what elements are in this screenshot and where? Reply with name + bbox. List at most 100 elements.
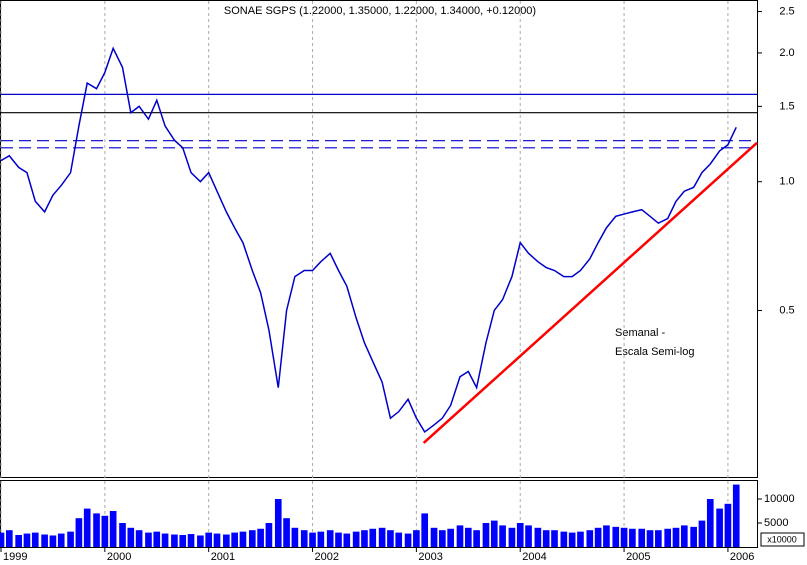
volume-bar (343, 533, 351, 547)
volume-tick-label: 5000 (764, 517, 788, 529)
volume-bar (664, 528, 672, 547)
volume-bar (378, 527, 386, 547)
price-line (0, 46, 737, 434)
volume-bar (620, 527, 628, 547)
y-tick-label: 2.0 (779, 47, 794, 59)
volume-bar (603, 525, 610, 547)
volume-bar (119, 523, 126, 547)
volume-bar (508, 527, 516, 547)
volume-bar (67, 531, 74, 547)
volume-bar (291, 527, 299, 547)
volume-bar (404, 533, 412, 547)
volume-bar (205, 532, 213, 547)
volume-bar (516, 523, 524, 547)
volume-bar (213, 533, 221, 547)
volume-bar (490, 520, 498, 547)
volume-bar (135, 530, 143, 547)
volume-bar (223, 534, 230, 547)
volume-bar (300, 530, 308, 547)
x-tick-label: 1999 (3, 551, 27, 563)
volume-bar (732, 484, 740, 547)
volume-bar (456, 525, 464, 547)
volume-bar (283, 518, 290, 547)
volume-bar (161, 533, 169, 547)
y-tick-label: 1.0 (779, 176, 794, 188)
volume-bar (41, 534, 48, 547)
volume-bar (187, 534, 195, 547)
volume-bar (447, 528, 454, 547)
volume-bar (421, 513, 429, 547)
volume-bar (672, 527, 680, 547)
chart-title: SONAE SGPS (1.22000, 1.35000, 1.22000, 1… (224, 5, 536, 17)
x-tick-label: 2001 (211, 551, 235, 563)
volume-bar (352, 531, 360, 547)
volume-bar (568, 532, 576, 547)
volume-bar (534, 527, 542, 547)
unit-box (760, 532, 805, 547)
volume-bar (594, 527, 602, 547)
annotation: Escala Semi-log (615, 346, 694, 358)
volume-bar (646, 530, 654, 547)
volume-bar (430, 527, 438, 547)
volume-bar (101, 515, 109, 547)
volume-bar (239, 531, 247, 547)
volume-bar (680, 525, 688, 547)
volume-bar (23, 533, 31, 547)
x-tick-label: 2006 (730, 551, 754, 563)
volume-bar (629, 528, 636, 547)
volume-bar (525, 525, 532, 547)
volume-bar (231, 532, 238, 547)
y-tick-label: 2.5 (779, 5, 794, 17)
x-tick-label: 2003 (418, 551, 442, 563)
x-tick-label: 2000 (107, 551, 131, 563)
volume-bar (0, 532, 5, 547)
volume-bar (369, 528, 377, 547)
volume-bar (586, 530, 594, 547)
volume-bar (464, 527, 472, 547)
price-panel (0, 0, 758, 478)
volume-bar (127, 527, 135, 547)
volume-bar (257, 528, 264, 547)
volume-bar (153, 531, 161, 547)
x-tick-label: 2002 (315, 551, 339, 563)
volume-bar (724, 503, 732, 547)
volume-bar (274, 499, 282, 547)
volume-bar (109, 511, 117, 547)
volume-bar (706, 499, 714, 547)
volume-bar (326, 530, 334, 547)
volume-bar (542, 530, 550, 547)
volume-bar (75, 518, 83, 547)
volume-unit: x10000 (767, 534, 797, 544)
volume-bar (171, 534, 178, 547)
volume-bar (309, 532, 316, 547)
volume-bar (15, 535, 22, 547)
volume-bar (387, 530, 394, 547)
volume-bar (482, 523, 490, 547)
volume-bar (698, 520, 706, 547)
volume-bar (638, 528, 646, 547)
volume-bar (317, 531, 325, 547)
x-tick-label: 2004 (522, 551, 546, 563)
annotation: Semanal - (615, 327, 665, 339)
volume-bar (145, 532, 152, 547)
volume-bar (83, 508, 91, 547)
volume-bar (197, 535, 204, 547)
volume-bar (560, 531, 568, 547)
trend-line (422, 141, 758, 444)
volume-bar (31, 532, 39, 547)
volume-bar (265, 523, 273, 547)
volume-bar (179, 535, 187, 547)
volume-tick-label: 10000 (764, 493, 795, 505)
volume-bar (473, 530, 480, 547)
x-tick-label: 2005 (626, 551, 650, 563)
volume-bar (248, 530, 256, 547)
volume-bar (439, 530, 446, 547)
volume-bar (361, 530, 368, 547)
volume-bar (49, 535, 57, 547)
y-tick-label: 1.5 (779, 100, 794, 112)
volume-bar (395, 532, 403, 547)
volume-bar (612, 526, 620, 547)
volume-bar (655, 530, 662, 547)
volume-bar (5, 530, 13, 547)
